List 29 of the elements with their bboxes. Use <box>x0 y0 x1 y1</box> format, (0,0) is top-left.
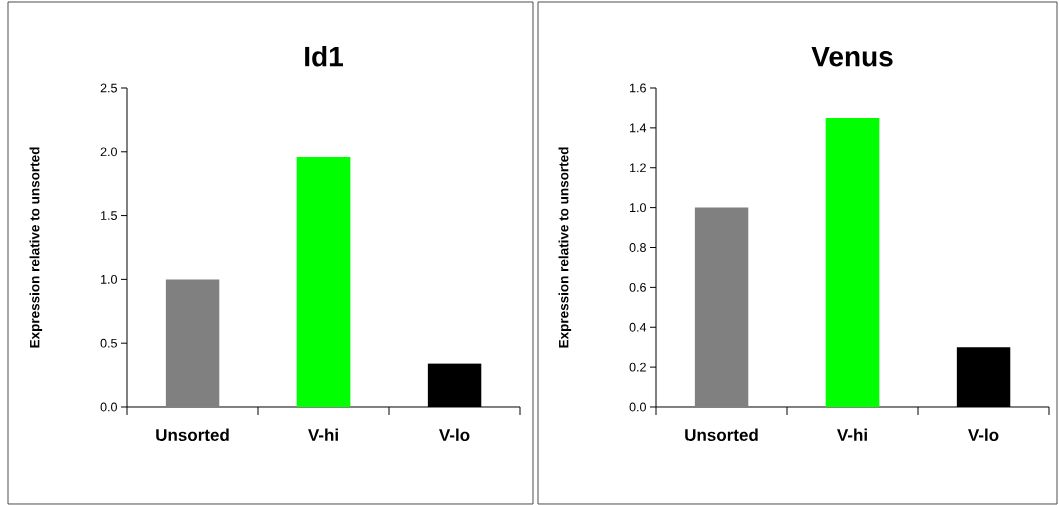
y-tick-label: 0.4 <box>629 322 647 332</box>
y-tick-label: 0.5 <box>100 338 117 348</box>
y-tick-label: 0.6 <box>629 282 646 292</box>
y-tick-label: 1.0 <box>101 274 117 284</box>
bar <box>165 279 220 407</box>
x-tick-label: Unsorted <box>156 428 229 442</box>
bar <box>694 207 749 407</box>
chart-title: Venus <box>811 46 893 67</box>
bar <box>825 117 880 407</box>
y-tick-label: 1.2 <box>630 163 646 173</box>
y-axis-title: Expression relative to unsorted <box>29 147 43 348</box>
x-tick-label: V-lo <box>439 428 470 442</box>
y-tick-label: 2.0 <box>100 147 117 157</box>
y-tick-label: 0.0 <box>629 402 646 412</box>
x-tick-label: Unsorted <box>685 428 758 442</box>
y-axis-title: Expression relative to unsorted <box>558 147 572 348</box>
y-tick-label: 0.2 <box>629 362 646 372</box>
x-tick-label: V-lo <box>968 428 999 442</box>
y-tick-label: 2.5 <box>100 83 117 93</box>
y-tick-label: 0.8 <box>629 243 646 252</box>
x-tick-label: V-hi <box>837 428 867 441</box>
chart-title: Id1 <box>305 45 343 67</box>
y-tick-label: 1.5 <box>101 211 117 220</box>
y-tick-label: 1.4 <box>630 123 647 133</box>
bar <box>296 156 351 407</box>
y-tick-label: 0.0 <box>100 402 117 412</box>
y-tick-label: 1.0 <box>630 203 646 213</box>
x-tick-label: V-hi <box>308 428 338 441</box>
y-tick-label: 1.6 <box>630 83 646 93</box>
